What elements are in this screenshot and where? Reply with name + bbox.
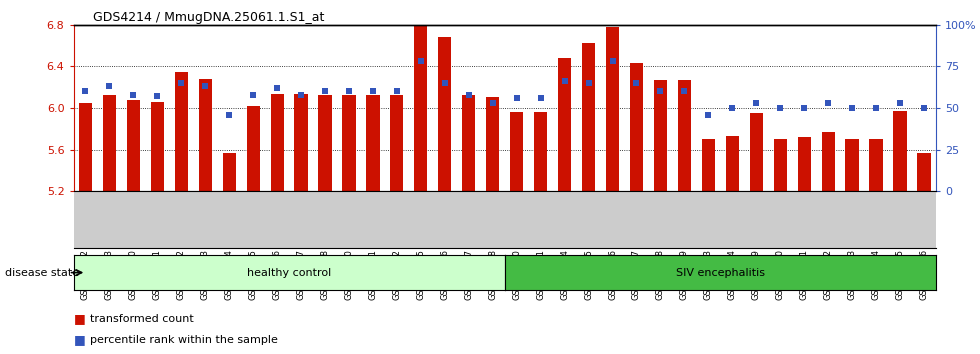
- Bar: [103, 96, 116, 191]
- Point: [844, 105, 859, 111]
- Bar: [367, 96, 379, 191]
- Point: [724, 105, 740, 111]
- Point: [653, 88, 668, 94]
- Bar: [486, 97, 499, 191]
- Point: [318, 88, 333, 94]
- Point: [437, 80, 453, 86]
- Point: [173, 80, 189, 86]
- Point: [102, 84, 118, 89]
- Bar: [894, 111, 906, 191]
- Point: [366, 88, 381, 94]
- Point: [413, 58, 428, 64]
- Bar: [582, 44, 595, 191]
- Point: [245, 92, 261, 97]
- Bar: [342, 96, 356, 191]
- Point: [197, 84, 213, 89]
- Text: disease state: disease state: [5, 268, 79, 278]
- Bar: [438, 37, 452, 191]
- Text: ■: ■: [74, 333, 85, 346]
- Bar: [390, 96, 404, 191]
- Point: [485, 100, 501, 106]
- Point: [676, 88, 692, 94]
- Point: [270, 85, 285, 91]
- Bar: [534, 112, 547, 191]
- Point: [221, 112, 237, 118]
- Bar: [773, 139, 787, 191]
- Point: [797, 105, 812, 111]
- Bar: [917, 153, 930, 191]
- Point: [868, 105, 884, 111]
- Bar: [126, 99, 140, 191]
- Bar: [750, 113, 762, 191]
- Text: transformed count: transformed count: [90, 314, 194, 324]
- Bar: [510, 112, 523, 191]
- Bar: [725, 136, 739, 191]
- Bar: [151, 102, 164, 191]
- Bar: [678, 80, 691, 191]
- Bar: [606, 27, 619, 191]
- Point: [389, 88, 405, 94]
- Bar: [294, 95, 308, 191]
- Text: ■: ■: [74, 312, 85, 325]
- Bar: [463, 96, 475, 191]
- Text: percentile rank within the sample: percentile rank within the sample: [90, 335, 278, 345]
- Point: [628, 80, 644, 86]
- Text: SIV encephalitis: SIV encephalitis: [676, 268, 764, 278]
- Bar: [846, 139, 858, 191]
- Point: [820, 100, 836, 106]
- Bar: [415, 25, 427, 191]
- Point: [605, 58, 620, 64]
- Bar: [630, 63, 643, 191]
- Point: [509, 95, 524, 101]
- Point: [581, 80, 597, 86]
- Point: [701, 112, 716, 118]
- Bar: [558, 58, 571, 191]
- Bar: [798, 137, 810, 191]
- Bar: [270, 95, 283, 191]
- Bar: [702, 139, 714, 191]
- Bar: [821, 132, 835, 191]
- Bar: [78, 103, 92, 191]
- Point: [461, 92, 476, 97]
- Text: healthy control: healthy control: [247, 268, 331, 278]
- Bar: [654, 80, 667, 191]
- Bar: [199, 79, 212, 191]
- Point: [916, 105, 932, 111]
- Bar: [222, 153, 236, 191]
- Point: [749, 100, 764, 106]
- Text: GDS4214 / MmugDNA.25061.1.S1_at: GDS4214 / MmugDNA.25061.1.S1_at: [93, 11, 324, 24]
- Point: [293, 92, 309, 97]
- Point: [772, 105, 788, 111]
- Bar: [869, 139, 883, 191]
- Point: [77, 88, 93, 94]
- Point: [533, 95, 549, 101]
- Point: [150, 93, 166, 99]
- Point: [341, 88, 357, 94]
- Point: [892, 100, 907, 106]
- Bar: [318, 96, 331, 191]
- Point: [557, 79, 572, 84]
- Bar: [174, 72, 188, 191]
- Bar: [247, 106, 260, 191]
- Point: [125, 92, 141, 97]
